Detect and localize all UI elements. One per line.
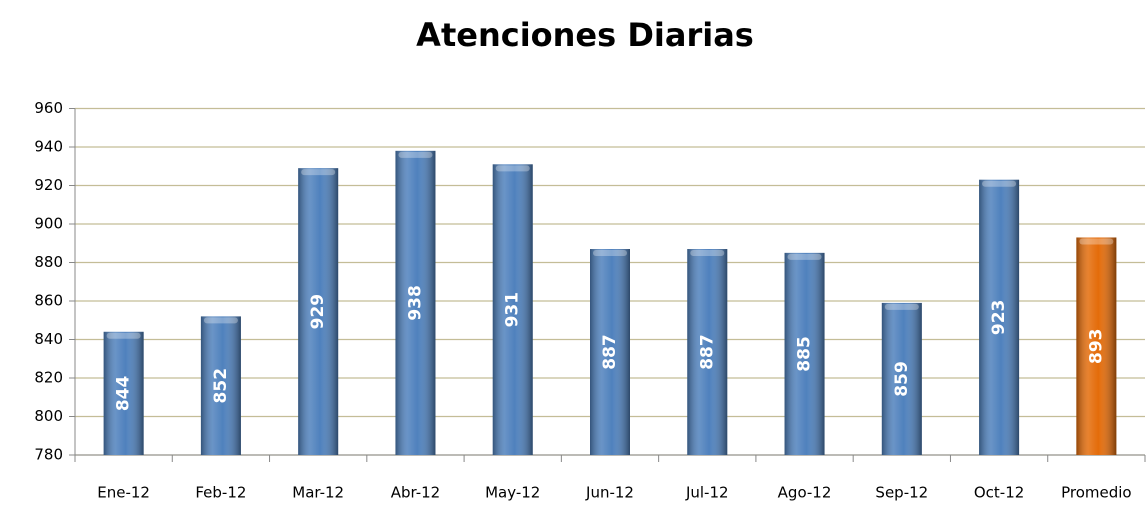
bar-cap bbox=[690, 250, 725, 257]
bar-shade bbox=[1076, 237, 1117, 455]
bar-cap bbox=[787, 253, 822, 260]
y-tick-label: 780 bbox=[34, 446, 63, 464]
y-tick-label: 820 bbox=[34, 369, 63, 387]
x-tick-label: May-12 bbox=[485, 484, 540, 502]
bar-shade bbox=[200, 316, 241, 455]
value-label: 887 bbox=[600, 334, 620, 370]
value-label: 844 bbox=[114, 375, 134, 411]
x-tick-label: Jun-12 bbox=[585, 484, 634, 502]
x-tick-label: Ene-12 bbox=[97, 484, 150, 502]
value-label: 893 bbox=[1086, 328, 1106, 364]
value-label: 852 bbox=[211, 368, 231, 404]
value-label: 887 bbox=[697, 334, 717, 370]
bar-cap bbox=[203, 317, 238, 324]
bar-shade bbox=[687, 249, 728, 455]
y-tick-label: 900 bbox=[34, 215, 63, 233]
y-tick-label: 920 bbox=[34, 176, 63, 194]
x-tick-label: Abr-12 bbox=[391, 484, 441, 502]
value-label: 938 bbox=[405, 285, 425, 321]
x-tick-label: Feb-12 bbox=[195, 484, 246, 502]
bar-shade bbox=[492, 164, 533, 455]
bar-shade bbox=[881, 302, 922, 455]
x-tick-label: Promedio bbox=[1061, 484, 1132, 502]
bar-shade bbox=[395, 150, 436, 455]
bar-cap bbox=[593, 250, 627, 257]
value-label: 931 bbox=[503, 292, 523, 328]
y-tick-label: 880 bbox=[34, 253, 63, 271]
bar-cap bbox=[1079, 238, 1114, 245]
value-label: 929 bbox=[308, 294, 328, 330]
bar-shade bbox=[590, 249, 630, 455]
y-tick-label: 960 bbox=[34, 99, 63, 117]
bar-cap bbox=[982, 180, 1017, 187]
value-label: 923 bbox=[989, 300, 1009, 336]
x-tick-label: Jul-12 bbox=[685, 484, 729, 502]
bar-cap bbox=[884, 303, 919, 310]
chart-title: Atenciones Diarias bbox=[416, 16, 754, 54]
x-tick-label: Sep-12 bbox=[875, 484, 928, 502]
y-tick-label: 860 bbox=[34, 292, 63, 310]
bar-shade bbox=[298, 168, 339, 456]
y-tick-label: 940 bbox=[34, 138, 63, 156]
bar-cap bbox=[301, 169, 336, 176]
bar-shade bbox=[784, 252, 825, 455]
bar-shade bbox=[103, 331, 144, 455]
x-tick-label: Mar-12 bbox=[292, 484, 344, 502]
bar-cap bbox=[106, 332, 141, 339]
bar-cap bbox=[495, 165, 530, 172]
y-tick-label: 840 bbox=[34, 330, 63, 348]
x-tick-label: Oct-12 bbox=[974, 484, 1024, 502]
value-label: 859 bbox=[892, 361, 912, 397]
bar-shade bbox=[979, 179, 1020, 455]
y-tick-label: 800 bbox=[34, 407, 63, 425]
x-tick-label: Ago-12 bbox=[778, 484, 832, 502]
bar-cap bbox=[398, 151, 433, 158]
value-label: 885 bbox=[795, 336, 815, 372]
